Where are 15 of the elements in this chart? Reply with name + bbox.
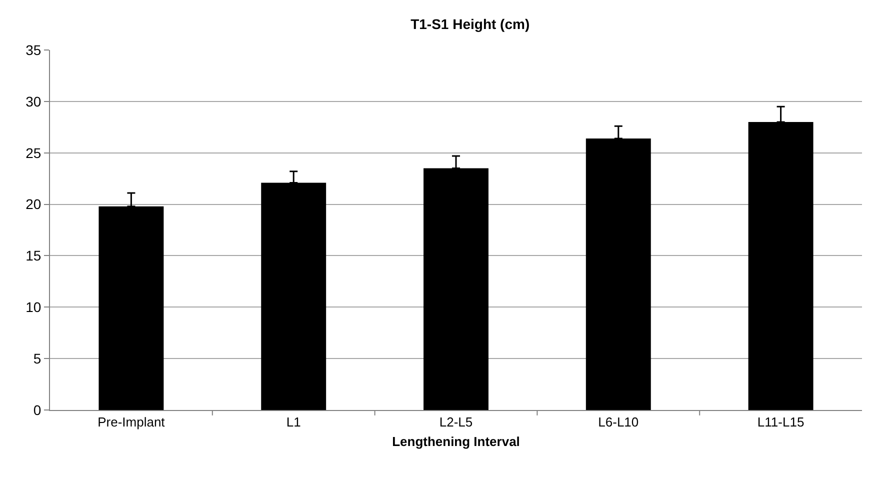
x-tick-label: L6-L10 [598,414,639,430]
y-tick-label: 10 [26,299,42,316]
chart-title: T1-S1 Height (cm) [410,16,530,32]
x-tick-label: Pre-Implant [98,414,166,430]
y-tick-label: 25 [26,144,42,161]
y-tick-label: 30 [26,93,42,110]
y-tick-label: 35 [26,42,42,58]
x-axis-title: Lengthening Interval [392,434,520,450]
x-tick-label: L11-L15 [757,414,804,430]
y-tick-label: 5 [33,350,42,366]
y-tick-label: 15 [26,248,42,264]
y-tick-label: 20 [26,196,42,212]
x-tick-label: L1 [286,414,301,430]
y-tick-label: 0 [33,402,42,418]
x-tick-label: L2-L5 [439,414,473,430]
